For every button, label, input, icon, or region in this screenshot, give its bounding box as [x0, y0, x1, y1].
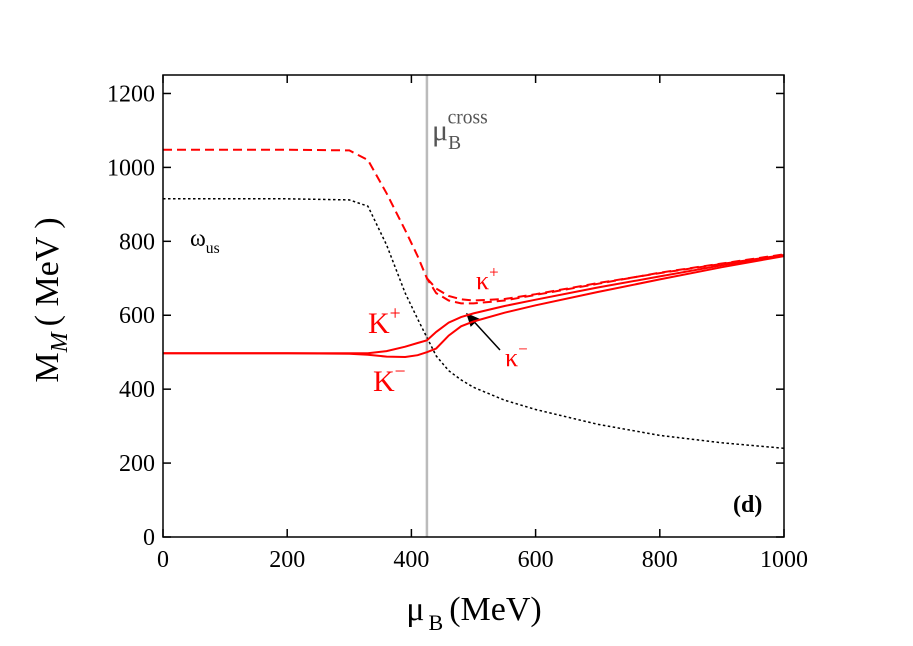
text-unit: ( MeV ) [29, 217, 66, 326]
annotation: ωus [190, 226, 220, 257]
text-main: (d) [733, 492, 762, 518]
text-unit: (MeV) [449, 591, 542, 628]
series-line [163, 148, 785, 305]
text-main: K [368, 307, 390, 340]
annotation: K− [373, 362, 406, 399]
text-sub: M [47, 330, 73, 353]
x-tick-label: 1000 [760, 547, 808, 573]
y-tick-label: 400 [119, 377, 155, 403]
text-sup: cross [448, 108, 488, 129]
y-tick-label: 0 [143, 525, 155, 551]
text-sup: + [489, 262, 499, 281]
plot-frame [162, 74, 785, 538]
text-main: μ [432, 114, 448, 147]
text-main: ω [190, 226, 206, 252]
annotation: μBcross [432, 108, 488, 155]
text-sub: B [429, 610, 444, 635]
text-main: M [29, 352, 66, 382]
x-tick-label: 400 [393, 547, 429, 573]
text-main: κ [505, 343, 518, 372]
series-line [163, 198, 785, 450]
annotation: κ+ [476, 262, 499, 295]
y-tick-label: 1200 [107, 81, 155, 107]
annotation: K+ [368, 304, 401, 341]
text-main: K [373, 365, 395, 398]
y-tick-label: 600 [119, 303, 155, 329]
y-tick-label: 1000 [107, 155, 155, 181]
annotation: (d) [733, 492, 762, 518]
text-sup: − [518, 339, 528, 358]
text-sub: us [206, 240, 220, 257]
y-tick-label: 800 [119, 229, 155, 255]
text-sup: − [395, 362, 406, 383]
series-line [163, 255, 785, 359]
y-axis-label: MM ( MeV ) [29, 217, 73, 382]
annotation: κ− [505, 339, 528, 372]
text-sub: B [448, 133, 461, 154]
text-main: κ [476, 266, 489, 295]
x-axis-label: μ B (MeV) [406, 591, 541, 635]
text-sup: + [390, 304, 401, 325]
text-main: μ [406, 591, 424, 628]
series-line [426, 254, 785, 302]
x-tick-label: 800 [642, 547, 678, 573]
x-tick-label: 600 [518, 547, 554, 573]
x-tick-label: 200 [269, 547, 305, 573]
y-tick-label: 200 [119, 451, 155, 477]
arrow [465, 312, 501, 351]
x-tick-label: 0 [157, 547, 169, 573]
